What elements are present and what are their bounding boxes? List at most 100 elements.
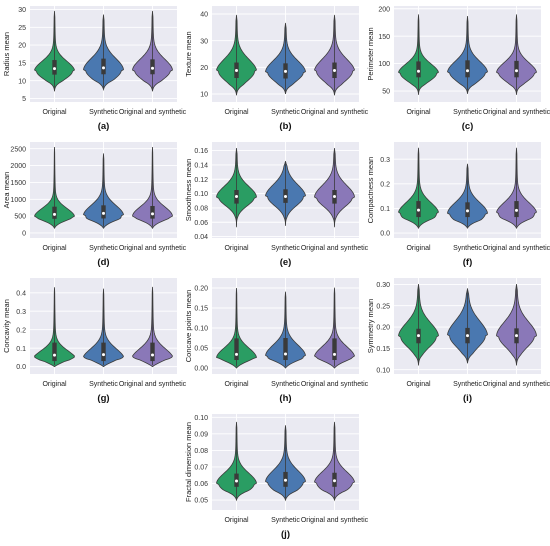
y-tick-label: 0.15 [194,306,208,313]
y-tick-label: 0.00 [194,366,208,373]
y-tick-label: 0.12 [194,177,208,184]
y-tick-label: 50 [382,89,390,96]
violin-iqr-box [416,61,421,78]
x-tick-label: Synthetic [89,381,118,388]
y-tick-label: 150 [378,34,390,41]
x-tick-label: Original [224,109,249,116]
x-tick-label: Original and synthetic [119,381,187,388]
panel-label: (j) [281,529,290,540]
violin-median-dot [466,69,469,73]
panel-label: (i) [463,393,472,404]
x-tick-label: Synthetic [271,381,300,388]
x-tick-label: Original and synthetic [301,109,369,116]
y-tick-label: 20 [18,43,26,50]
x-tick-label: Original [224,517,249,524]
x-tick-label: Original and synthetic [301,517,369,524]
violin-iqr-box [101,342,106,362]
y-tick-label: 0.06 [194,481,208,488]
y-tick-label: 2500 [10,146,26,153]
violin-median-dot [235,479,238,483]
y-tick-label: 100 [378,61,390,68]
y-tick-label: 0.30 [376,282,390,289]
violin-median-dot [333,194,336,198]
violin-median-dot [333,352,336,356]
y-axis-label: Area mean [2,172,11,209]
y-tick-label: 0.2 [380,181,390,188]
violin-median-dot [515,334,518,338]
panel-a: 5 10 15 20 25 30 Radius mean Original Synthetic O… [2,6,187,132]
x-tick-label: Synthetic [453,381,482,388]
violin-iqr-box [283,338,288,360]
panel-i: 0.10 0.15 0.20 0.25 0.30 Symmetry mean Origina… [366,278,550,404]
y-tick-label: 0.20 [194,286,208,293]
panel-label: (b) [279,121,291,132]
violin-median-dot [284,478,287,482]
y-tick-label: 0.07 [194,465,208,472]
y-tick-label: 20 [200,65,208,72]
y-tick-label: 0.10 [376,367,390,374]
x-tick-label: Original [406,381,431,388]
y-tick-label: 500 [14,214,26,221]
violin-median-dot [466,334,469,338]
violin-median-dot [417,334,420,338]
y-tick-label: 0.2 [16,327,26,334]
violin-median-dot [53,353,56,357]
y-axis-label: Compactness mean [366,157,375,224]
violin-median-dot [102,211,105,215]
x-tick-label: Original [224,245,249,252]
x-tick-label: Original [42,109,67,116]
violin-median-dot [235,69,238,73]
y-axis-label: Radius mean [2,32,11,76]
x-tick-label: Original [406,109,431,116]
violin-iqr-box [332,338,337,360]
violin-median-dot [151,353,154,357]
panel-f: 0.0 0.1 0.2 0.3 Compactness mean Original Synt… [366,142,550,268]
y-tick-label: 0.0 [16,364,26,371]
violin-median-dot [151,66,154,70]
y-tick-label: 0.05 [194,346,208,353]
y-tick-label: 30 [18,7,26,14]
violin-median-dot [151,212,154,216]
violin-median-dot [235,194,238,198]
violin-median-dot [102,66,105,70]
y-axis-label: Perimeter mean [366,27,375,80]
x-tick-label: Synthetic [453,245,482,252]
violin-median-dot [284,352,287,356]
y-tick-label: 0.08 [194,448,208,455]
y-tick-label: 0.1 [380,206,390,213]
x-tick-label: Original and synthetic [483,109,550,116]
x-tick-label: Synthetic [271,517,300,524]
y-tick-label: 0.10 [194,326,208,333]
y-tick-label: 2000 [10,163,26,170]
violin-median-dot [515,208,518,212]
x-tick-label: Original [224,381,249,388]
y-tick-label: 1500 [10,180,26,187]
panel-b: 10 20 30 40 Texture mean Original Synthetic Ori… [184,6,369,132]
x-tick-label: Synthetic [271,109,300,116]
y-tick-label: 0.09 [194,431,208,438]
y-axis-label: Smoothness mean [184,159,193,222]
y-tick-label: 0.3 [380,157,390,164]
violin-iqr-box [465,60,470,78]
x-tick-label: Synthetic [89,245,118,252]
violin-iqr-box [234,338,239,360]
x-tick-label: Synthetic [453,109,482,116]
y-tick-label: 5 [22,96,26,103]
y-tick-label: 15 [18,60,26,67]
y-tick-label: 0.10 [194,191,208,198]
x-tick-label: Original [406,245,431,252]
panel-label: (f) [463,257,473,268]
y-axis-label: Texture mean [184,31,193,76]
violin-median-dot [466,209,469,213]
y-tick-label: 0.4 [16,290,26,297]
y-tick-label: 10 [18,78,26,85]
y-tick-label: 0.0 [380,231,390,238]
y-axis-label: Concavity mean [2,299,11,353]
y-tick-label: 0.20 [376,325,390,332]
x-tick-label: Original and synthetic [301,245,369,252]
panel-d: 0 500 1000 1500 2000 2500 Area mean Original Syn… [2,142,187,268]
